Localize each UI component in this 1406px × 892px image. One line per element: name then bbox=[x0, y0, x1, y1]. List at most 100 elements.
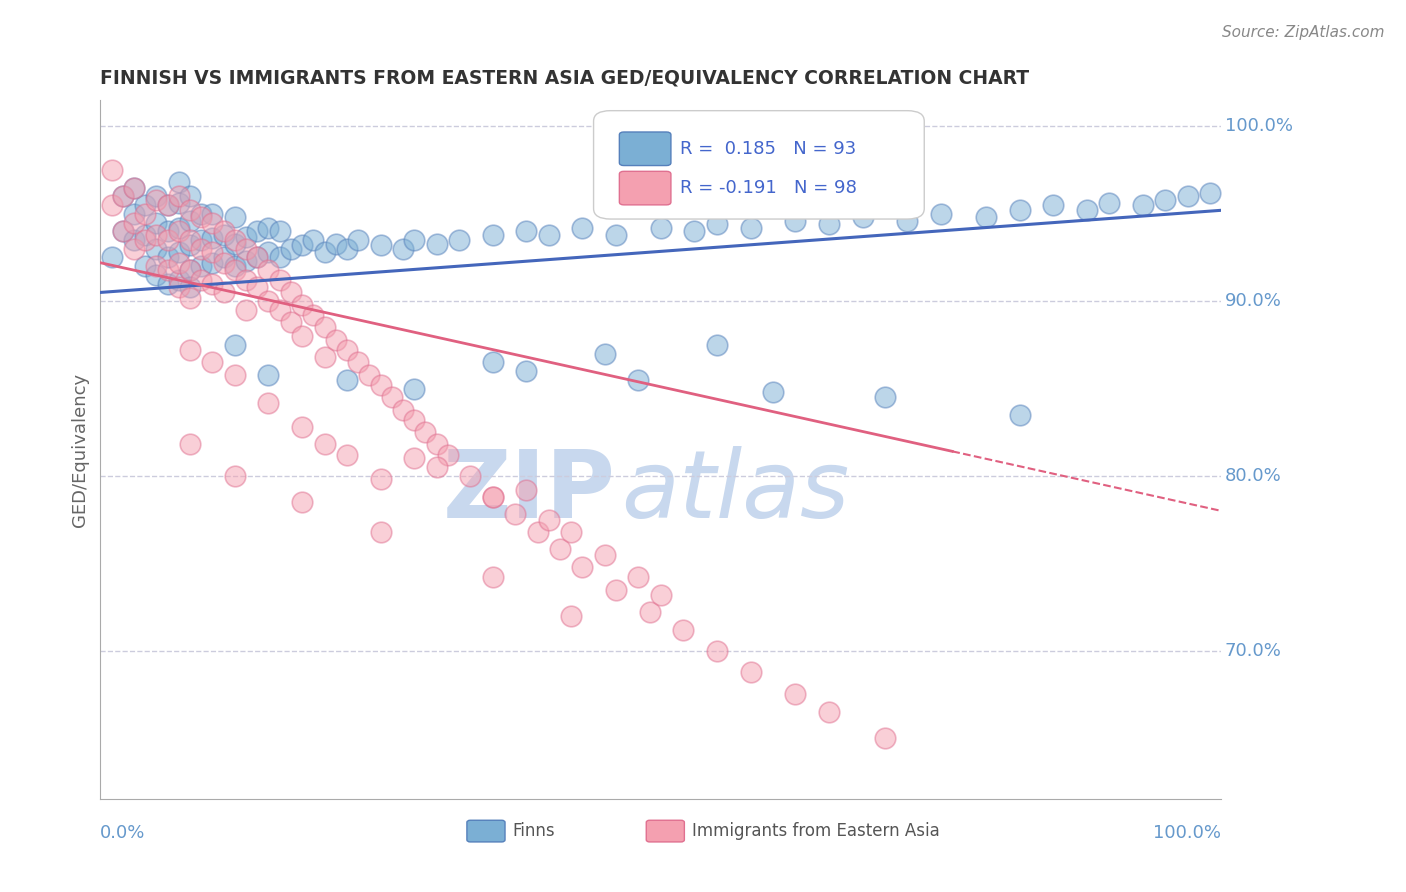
Point bbox=[201, 256, 224, 270]
Point bbox=[638, 605, 661, 619]
Point bbox=[134, 207, 156, 221]
Point bbox=[347, 233, 370, 247]
Point bbox=[818, 217, 841, 231]
Point bbox=[134, 233, 156, 247]
Text: Immigrants from Eastern Asia: Immigrants from Eastern Asia bbox=[692, 822, 941, 839]
Point bbox=[404, 233, 426, 247]
Point bbox=[235, 273, 257, 287]
Point bbox=[650, 588, 672, 602]
Point bbox=[481, 490, 503, 504]
Point bbox=[156, 198, 179, 212]
Point bbox=[201, 277, 224, 291]
Point bbox=[537, 227, 560, 242]
Point bbox=[145, 259, 167, 273]
Point bbox=[111, 224, 134, 238]
Point bbox=[336, 373, 359, 387]
Text: atlas: atlas bbox=[621, 446, 849, 537]
Point bbox=[145, 193, 167, 207]
Point bbox=[291, 238, 314, 252]
Point bbox=[481, 490, 503, 504]
Point bbox=[1098, 196, 1121, 211]
Point bbox=[314, 437, 336, 451]
Point bbox=[246, 251, 269, 265]
Point bbox=[269, 302, 291, 317]
Point bbox=[190, 259, 212, 273]
Point bbox=[593, 548, 616, 562]
Point bbox=[404, 382, 426, 396]
Point bbox=[291, 495, 314, 509]
Point bbox=[370, 378, 392, 392]
Point bbox=[627, 373, 650, 387]
Point bbox=[224, 211, 246, 225]
FancyBboxPatch shape bbox=[647, 821, 685, 842]
Point bbox=[167, 280, 190, 294]
Point bbox=[212, 224, 235, 238]
Point bbox=[370, 472, 392, 486]
Point bbox=[156, 262, 179, 277]
Point bbox=[179, 262, 201, 277]
Point bbox=[257, 262, 280, 277]
Point bbox=[156, 224, 179, 238]
Point bbox=[426, 460, 449, 475]
Point bbox=[515, 364, 537, 378]
Text: FINNISH VS IMMIGRANTS FROM EASTERN ASIA GED/EQUIVALENCY CORRELATION CHART: FINNISH VS IMMIGRANTS FROM EASTERN ASIA … bbox=[100, 69, 1029, 87]
Point bbox=[537, 513, 560, 527]
Point bbox=[190, 207, 212, 221]
Point bbox=[122, 215, 145, 229]
Point bbox=[785, 214, 807, 228]
Point bbox=[683, 224, 706, 238]
Point bbox=[929, 207, 952, 221]
Point bbox=[190, 273, 212, 287]
Point bbox=[571, 220, 593, 235]
Point bbox=[740, 665, 762, 679]
Point bbox=[314, 320, 336, 334]
Point bbox=[481, 227, 503, 242]
Point bbox=[122, 242, 145, 256]
Point bbox=[370, 524, 392, 539]
Point bbox=[122, 180, 145, 194]
Point bbox=[426, 236, 449, 251]
Point bbox=[122, 207, 145, 221]
Point bbox=[235, 229, 257, 244]
Text: 70.0%: 70.0% bbox=[1225, 641, 1281, 660]
Point bbox=[246, 280, 269, 294]
Point bbox=[302, 233, 325, 247]
Point bbox=[134, 198, 156, 212]
Point bbox=[167, 245, 190, 260]
Point bbox=[818, 705, 841, 719]
Point bbox=[785, 687, 807, 701]
Point bbox=[1008, 203, 1031, 218]
Point bbox=[974, 211, 997, 225]
Point bbox=[873, 390, 896, 404]
Point bbox=[280, 315, 302, 329]
Point bbox=[134, 259, 156, 273]
Text: 100.0%: 100.0% bbox=[1225, 118, 1292, 136]
Point bbox=[706, 644, 728, 658]
Point bbox=[235, 254, 257, 268]
Point bbox=[235, 302, 257, 317]
Point bbox=[156, 198, 179, 212]
Point bbox=[627, 570, 650, 584]
Point bbox=[167, 224, 190, 238]
Point bbox=[291, 329, 314, 343]
Point bbox=[605, 227, 627, 242]
Point bbox=[179, 233, 201, 247]
Point bbox=[100, 163, 122, 178]
Point bbox=[1177, 189, 1199, 203]
Point bbox=[1042, 198, 1064, 212]
Point bbox=[762, 385, 785, 400]
Text: R =  0.185   N = 93: R = 0.185 N = 93 bbox=[681, 140, 856, 158]
Point bbox=[706, 338, 728, 352]
Point bbox=[167, 175, 190, 189]
Point bbox=[269, 224, 291, 238]
Point bbox=[179, 262, 201, 277]
Point bbox=[515, 483, 537, 497]
Point bbox=[302, 308, 325, 322]
Point bbox=[593, 346, 616, 360]
Point bbox=[145, 268, 167, 282]
Point bbox=[280, 242, 302, 256]
Point bbox=[201, 207, 224, 221]
Point bbox=[269, 251, 291, 265]
Point bbox=[404, 451, 426, 466]
Point bbox=[896, 214, 918, 228]
